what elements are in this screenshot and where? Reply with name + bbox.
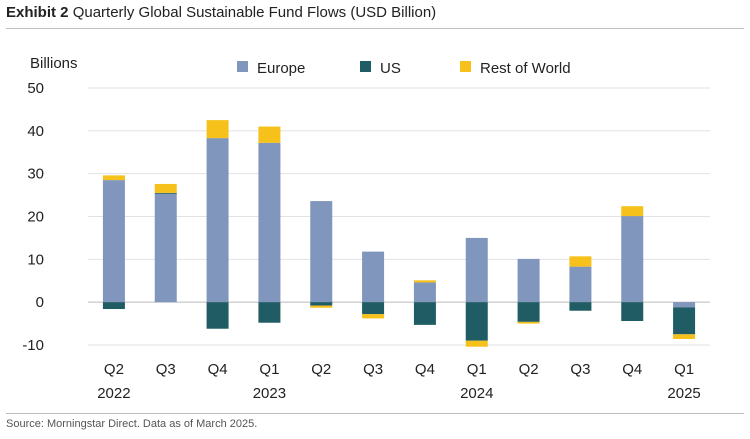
y-tick-label: 50 — [27, 80, 44, 97]
bar-rest-of-world — [154, 183, 177, 193]
bar-us — [310, 302, 333, 306]
bar-europe — [154, 193, 177, 303]
x-year-label: 2023 — [253, 385, 286, 402]
x-tick-label: Q4 — [415, 361, 435, 378]
x-tick-label: Q2 — [104, 361, 124, 378]
bar-rest-of-world — [465, 340, 488, 347]
x-axis-ticks: Q2 2022 Q3 Q4 Q1 2023 Q2 Q3 Q4 Q1 2024 Q2 Q3 Q4 Q1 2025 — [97, 361, 701, 402]
bar-us — [569, 302, 592, 311]
bar-us — [206, 302, 229, 329]
bar-europe — [258, 142, 281, 303]
bar-europe — [310, 201, 333, 303]
exhibit-label: Exhibit 2 — [6, 4, 69, 21]
x-year-label: 2022 — [97, 385, 130, 402]
x-tick-label: Q1 — [674, 361, 694, 378]
y-tick-label: 10 — [27, 251, 44, 268]
bar-europe — [569, 266, 592, 303]
footer-divider — [6, 413, 744, 414]
source-note: Source: Morningstar Direct. Data as of M… — [6, 418, 258, 430]
bar-rest-of-world — [206, 120, 229, 139]
legend-label: Europe — [257, 60, 305, 77]
y-tick-label: 0 — [36, 294, 44, 311]
bar-rest-of-world — [362, 314, 385, 319]
bar-us — [258, 302, 281, 323]
bar-europe — [206, 138, 229, 303]
gridlines — [88, 87, 710, 346]
bar-rest-of-world — [517, 321, 540, 324]
x-tick-label: Q3 — [570, 361, 590, 378]
bar-us — [362, 302, 385, 315]
bar-europe — [413, 282, 436, 303]
bar-us — [517, 302, 540, 322]
legend-label: US — [380, 60, 401, 77]
y-tick-label: 20 — [27, 209, 44, 226]
title-divider — [6, 28, 744, 29]
legend-swatch — [460, 61, 471, 72]
chart-title: Quarterly Global Sustainable Fund Flows … — [72, 4, 437, 21]
bar-us — [465, 302, 488, 341]
x-tick-label: Q2 — [519, 361, 539, 378]
bar-rest-of-world — [258, 126, 281, 143]
bar-europe — [673, 302, 696, 308]
bar-us — [102, 302, 125, 310]
bar-us — [154, 192, 177, 194]
y-axis-label: Billions — [30, 55, 78, 72]
bar-europe — [621, 216, 644, 303]
bar-us — [413, 302, 436, 325]
x-tick-label: Q1 — [259, 361, 279, 378]
bar-rest-of-world — [673, 334, 696, 340]
x-year-label: 2025 — [667, 385, 700, 402]
stacked-bar-chart: 50 40 30 20 10 0 -10 Q2 2022 Q3 Q4 Q1 2023 Q2 Q3 Q4 Q1 2… — [22, 55, 710, 402]
legend-swatch — [360, 61, 371, 72]
bar-rest-of-world — [413, 280, 436, 283]
bar-rest-of-world — [310, 305, 333, 308]
y-tick-label: 40 — [27, 123, 44, 140]
bar-us — [673, 307, 696, 335]
x-tick-label: Q4 — [208, 361, 228, 378]
x-tick-label: Q1 — [467, 361, 487, 378]
bars — [102, 120, 696, 347]
x-tick-label: Q4 — [622, 361, 642, 378]
bar-europe — [517, 258, 540, 303]
y-axis-ticks: 50 40 30 20 10 0 -10 — [22, 80, 44, 354]
bar-rest-of-world — [569, 256, 592, 267]
legend-label: Rest of World — [480, 60, 571, 77]
bar-europe — [465, 237, 488, 303]
y-tick-label: 30 — [27, 166, 44, 183]
exhibit-title: Exhibit 2 Quarterly Global Sustainable F… — [6, 4, 436, 21]
legend: Europe US Rest of World — [237, 60, 571, 77]
x-tick-label: Q3 — [363, 361, 383, 378]
bar-us — [621, 302, 644, 322]
x-year-label: 2024 — [460, 385, 493, 402]
bar-europe — [102, 180, 125, 303]
legend-swatch — [237, 61, 248, 72]
bar-europe — [362, 251, 385, 303]
x-tick-label: Q3 — [156, 361, 176, 378]
bar-rest-of-world — [621, 206, 644, 217]
bar-rest-of-world — [102, 175, 125, 181]
y-tick-label: -10 — [22, 337, 44, 354]
x-tick-label: Q2 — [311, 361, 331, 378]
